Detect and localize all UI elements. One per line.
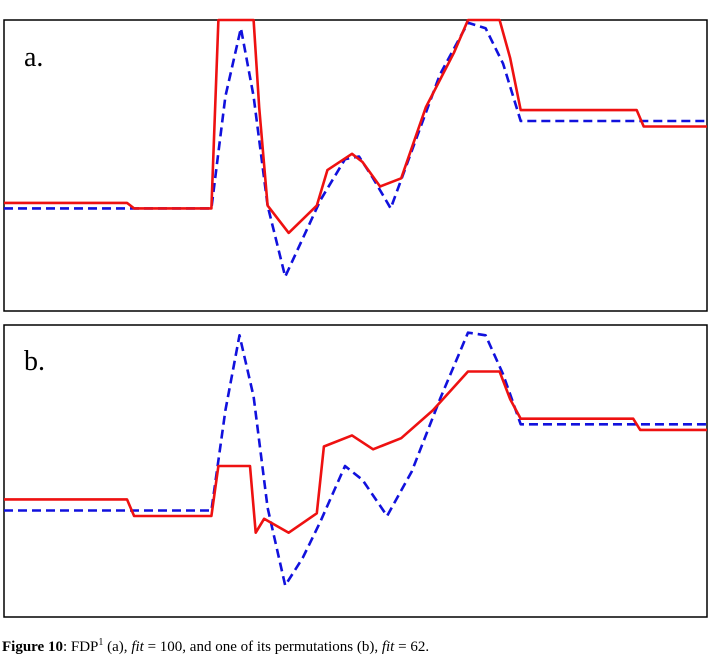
panel-a-label: a. — [24, 42, 43, 73]
panel-a-frame — [3, 19, 708, 312]
panel-b-dashed-series-line — [4, 331, 707, 587]
caption-fit-var-1: fit — [131, 639, 144, 655]
caption-part-1: : FDP — [62, 639, 99, 655]
panel-b-frame — [3, 324, 708, 618]
panel-a-series — [4, 18, 707, 278]
caption-superscript: 1 — [98, 637, 104, 648]
caption-part-2: (a), — [103, 639, 132, 655]
panel-b: b. — [3, 324, 708, 618]
panel-a: a. — [3, 18, 708, 312]
panel-b-label: b. — [24, 346, 45, 377]
panel-a-dashed-series-line — [4, 21, 707, 278]
figure: a. b. — [3, 18, 708, 618]
caption-label: Figure 10 — [2, 639, 63, 655]
panel-a-solid-series-line — [4, 18, 707, 235]
panel-b-solid-series-line — [4, 370, 707, 535]
caption-part-3: = 100, and one of its permutations (b), — [143, 639, 382, 655]
panel-b-series — [4, 331, 707, 587]
caption-fit-var-2: fit — [381, 639, 395, 655]
figure-caption: Figure 10: FDP1 (a), fit = 100, and one … — [2, 637, 429, 656]
caption-part-4: = 62. — [394, 639, 430, 655]
